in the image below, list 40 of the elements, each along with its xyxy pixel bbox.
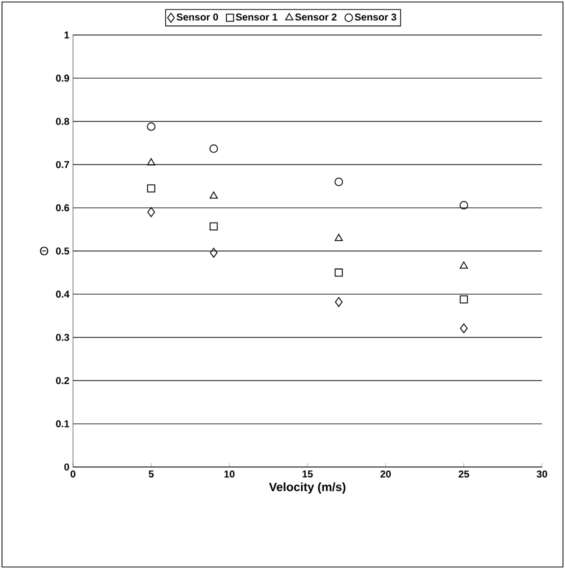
x-tick-label: 20	[380, 470, 391, 478]
legend-label: Sensor 3	[354, 14, 396, 21]
y-tick-label: 0.1	[56, 420, 70, 428]
point	[146, 122, 156, 131]
point	[210, 248, 218, 258]
y-tick-label: 0.3	[56, 334, 70, 341]
point	[460, 200, 468, 210]
y-tick-label: 0.8	[56, 118, 70, 125]
y-tick-label: 1	[64, 32, 70, 38]
y-tick-label: 0	[64, 463, 70, 471]
y-tick-label: 0.2	[56, 377, 70, 384]
legend-label: Sensor 1	[236, 14, 278, 21]
y-tick-label: 0.4	[56, 290, 70, 298]
point	[210, 222, 218, 230]
point	[210, 191, 218, 199]
x-tick-label: 5	[148, 470, 154, 478]
point	[334, 178, 343, 186]
point	[460, 295, 468, 304]
point	[209, 144, 218, 153]
x-tick-label: 30	[536, 470, 548, 478]
point	[147, 158, 156, 166]
y-tick-label: 0.9	[56, 74, 70, 82]
y-tick-label: 0.7	[56, 161, 70, 168]
legend-label: Sensor 2	[295, 14, 337, 21]
y-tick-label: 0.6	[56, 204, 70, 212]
y-tick-label: 0.5	[56, 247, 70, 255]
point	[147, 207, 155, 218]
x-tick-label: 10	[224, 470, 234, 478]
y-axis-title: Θ	[40, 246, 48, 256]
point	[334, 234, 343, 242]
x-tick-label: 0	[70, 470, 76, 478]
x-axis-title: Velocity (m/s)	[269, 482, 346, 494]
x-tick-label: 15	[302, 470, 313, 478]
point	[460, 323, 468, 334]
x-tick-label: 25	[458, 470, 470, 478]
point	[460, 261, 468, 269]
point	[147, 184, 156, 192]
legend-label: Sensor 0	[176, 14, 218, 21]
point	[334, 268, 343, 277]
point	[334, 297, 343, 307]
